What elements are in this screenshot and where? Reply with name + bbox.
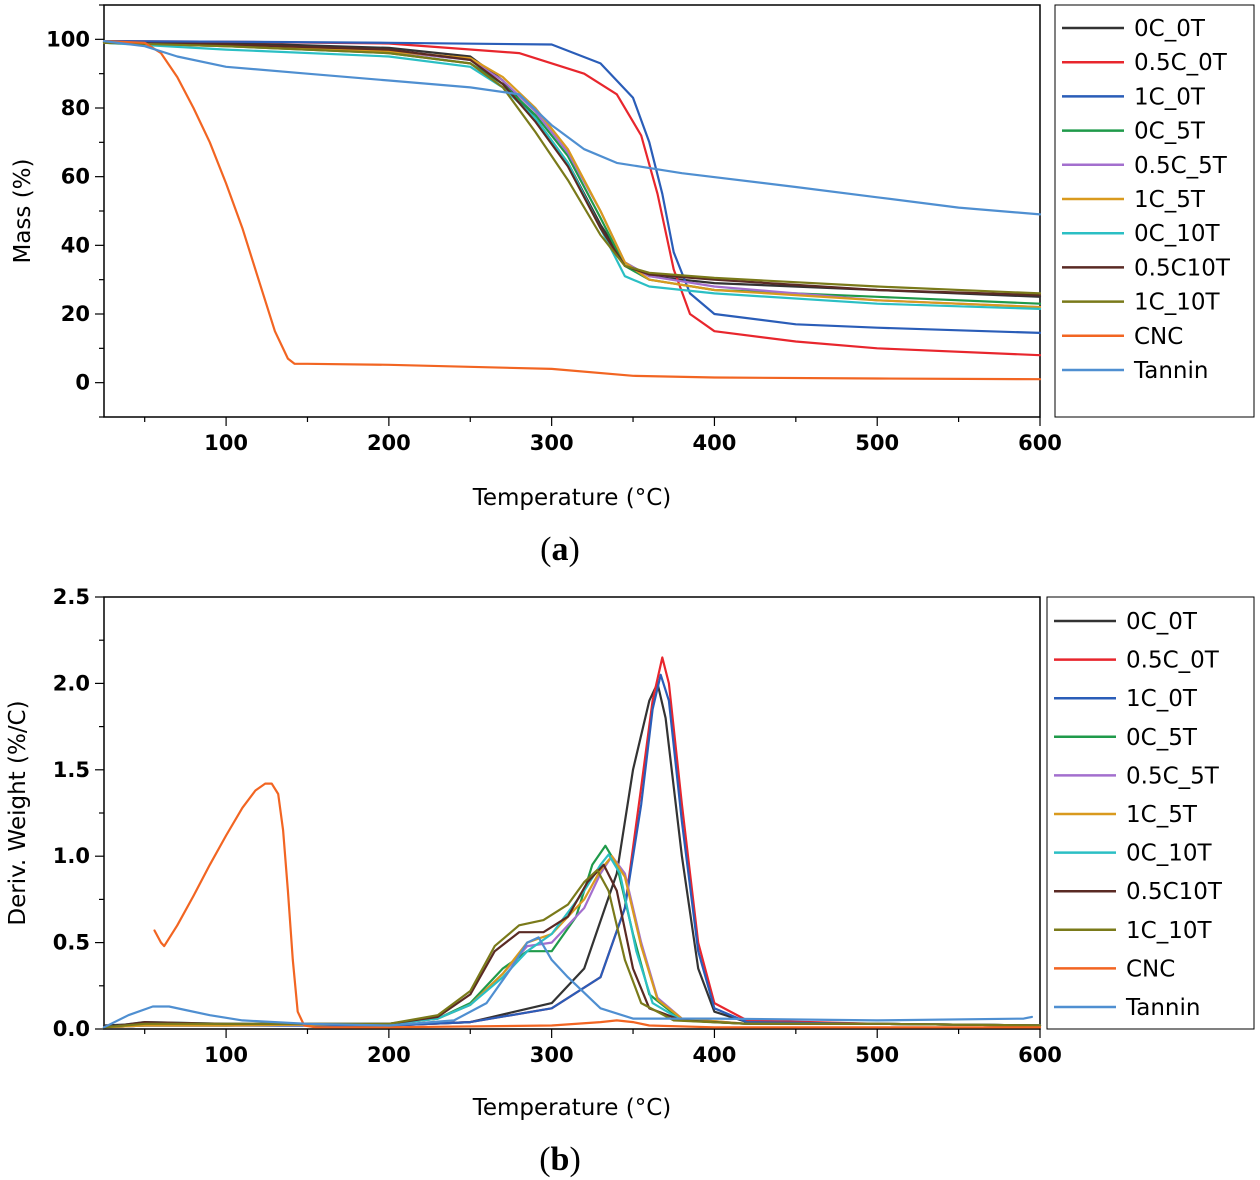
panel-b-x-tick-label: 600: [1018, 1043, 1062, 1067]
panel-b-legend-label-0-5c-5t: 0.5C_5T: [1126, 763, 1220, 789]
panel-b-x-tick-label: 300: [530, 1043, 574, 1067]
panel-b-x-tick-label: 400: [693, 1043, 737, 1067]
panel-b-x-tick-label: 500: [855, 1043, 899, 1067]
panel-a-y-tick-label: 40: [61, 233, 90, 257]
panel-a-series-line-tannin: [102, 39, 1042, 216]
panel-a-legend-label-cnc: CNC: [1134, 324, 1183, 350]
panel-b-x-tick-label: 100: [204, 1043, 248, 1067]
panel-a-legend: [1054, 4, 1255, 418]
panel-b-y-tick-label: 2.0: [53, 671, 90, 695]
panel-b-plot-frame: [103, 596, 1041, 1030]
panel-a-series-line-1c-5t: [102, 41, 1042, 309]
panel-a-y-tick-label: 60: [61, 165, 90, 189]
panel-b-series-line-tannin: [102, 936, 1034, 1029]
panel-b-legend-label-0c-0t: 0C_0T: [1126, 609, 1198, 635]
panel-a-chart: 100 200 300 400 500 600 0 20 40 60 80 100 Temperat…: [10, 4, 1255, 568]
panel-b-legend-label-1c-0t: 1C_0T: [1126, 686, 1198, 712]
panel-a-y-tick-label: 0: [75, 371, 90, 395]
panel-b-legend-label-tannin: Tannin: [1125, 995, 1200, 1021]
panel-a-legend-label-0c-5t: 0C_5T: [1134, 119, 1206, 145]
panel-b-chart: 100 200 300 400 500 600 0.0 0.5 1.0 1.5 2.0 2.5 Te…: [5, 585, 1255, 1178]
panel-a-x-tick-label: 400: [693, 431, 737, 455]
panel-a-series-line-cnc: [102, 39, 1042, 381]
panel-b-y-tick-label: 1.5: [53, 758, 90, 782]
panel-a-legend-label-1c-0t: 1C_0T: [1134, 84, 1206, 110]
panel-a-legend-label-0c-0t: 0C_0T: [1134, 16, 1206, 42]
panel-a-x-tick-label: 500: [855, 431, 899, 455]
panel-a-y-tick-label: 100: [46, 27, 90, 51]
panel-b-series-line-cnc: [153, 782, 1042, 1029]
panel-b-y-tick-label: 0.0: [53, 1017, 90, 1041]
panel-a-legend-label-1c-5t: 1C_5T: [1134, 187, 1206, 213]
panel-a-y-tick-label: 80: [61, 96, 90, 120]
panel-a-y-tick-label: 20: [61, 302, 90, 326]
panel-b-legend-label-1c-10t: 1C_10T: [1126, 918, 1212, 944]
panel-a-x-tick-label: 200: [367, 431, 411, 455]
panel-a-legend-label-tannin: Tannin: [1133, 358, 1208, 384]
panel-b-label: (b): [539, 1141, 581, 1178]
panel-b-legend-label-0c-5t: 0C_5T: [1126, 725, 1198, 751]
panel-a-series-line-0-5c10t: [102, 41, 1042, 297]
panel-a-x-tick-label: 300: [530, 431, 574, 455]
panel-a-legend-label-0-5c-0t: 0.5C_0T: [1134, 50, 1228, 76]
panel-b-x-tick-label: 200: [367, 1043, 411, 1067]
panel-a-plot-frame: [103, 4, 1041, 418]
panel-a-x-tick-label: 600: [1018, 431, 1062, 455]
panel-a-legend-label-0-5c-5t: 0.5C_5T: [1134, 153, 1228, 179]
panel-a-x-axis-title: Temperature (°C): [472, 485, 672, 511]
panel-a-legend-label-0c-10t: 0C_10T: [1134, 221, 1220, 247]
panel-b-series-line-1c-10t: [102, 868, 1042, 1029]
panel-b-y-tick-label: 1.0: [53, 844, 90, 868]
panel-a-x-tick-label: 100: [204, 431, 248, 455]
panel-b-legend-label-0-5c-0t: 0.5C_0T: [1126, 648, 1220, 674]
panel-b-legend-label-1c-5t: 1C_5T: [1126, 802, 1198, 828]
panel-b-legend-label-0c-10t: 0C_10T: [1126, 841, 1212, 867]
panel-b-y-axis-title: Deriv. Weight (%/C): [5, 700, 31, 925]
panel-b-y-tick-label: 0.5: [53, 931, 90, 955]
panel-a-legend-label-1c-10t: 1C_10T: [1134, 290, 1220, 316]
panel-a-y-axis-title: Mass (%): [10, 158, 36, 263]
panel-a-series-line-1c-10t: [102, 41, 1042, 295]
panel-a-label: (a): [540, 531, 580, 568]
panel-a-legend-label-0-5c10t: 0.5C10T: [1134, 255, 1231, 281]
panel-b-legend-label-0-5c10t: 0.5C10T: [1126, 879, 1223, 905]
panel-b-y-tick-label: 2.5: [53, 585, 90, 609]
panel-b-legend-label-cnc: CNC: [1126, 956, 1175, 982]
panel-a-series-line-0c-10t: [102, 41, 1042, 310]
panel-b-x-axis-title: Temperature (°C): [472, 1095, 672, 1121]
panel-a-series-line-0-5c-0t: [102, 39, 1042, 357]
